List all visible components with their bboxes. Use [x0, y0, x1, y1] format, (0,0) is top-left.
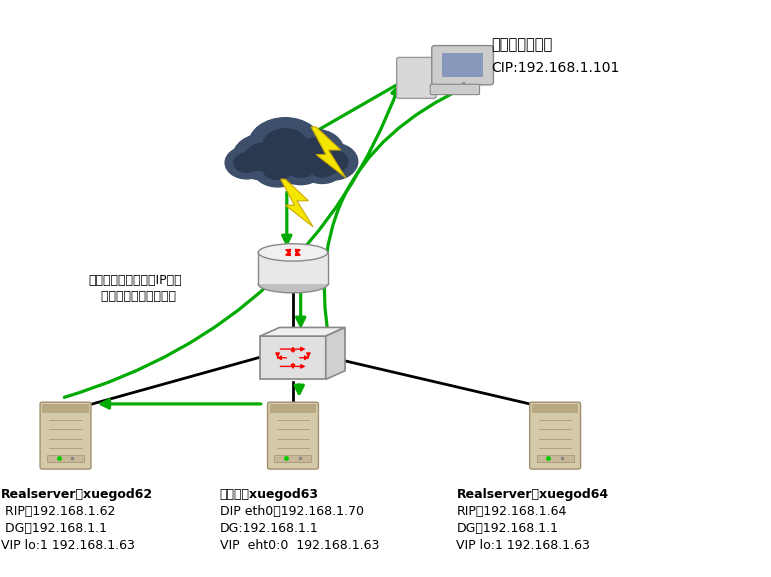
Text: DIP eth0：192.168.1.70: DIP eth0：192.168.1.70 [220, 505, 364, 518]
Text: DG：192.168.1.1: DG：192.168.1.1 [456, 522, 558, 535]
Circle shape [285, 129, 344, 173]
FancyBboxPatch shape [396, 57, 436, 98]
Text: VIP  eht0:0  192.168.1.63: VIP eht0:0 192.168.1.63 [220, 539, 379, 553]
Circle shape [245, 143, 282, 171]
Polygon shape [311, 127, 345, 178]
FancyBboxPatch shape [432, 46, 493, 85]
Text: VIP lo:1 192.168.1.63: VIP lo:1 192.168.1.63 [1, 539, 135, 553]
Bar [261, 336, 326, 380]
Ellipse shape [258, 276, 328, 293]
Circle shape [318, 151, 348, 173]
Bar [270, 404, 316, 413]
Circle shape [234, 153, 260, 173]
Polygon shape [281, 179, 313, 227]
Bar [274, 455, 311, 462]
Text: 客户端：物理机: 客户端：物理机 [491, 37, 552, 52]
Bar [42, 404, 89, 413]
Circle shape [286, 155, 315, 177]
Circle shape [263, 158, 292, 179]
Circle shape [297, 138, 332, 164]
Text: 分发器：xuegod63: 分发器：xuegod63 [220, 488, 318, 501]
Circle shape [253, 150, 302, 187]
Circle shape [276, 148, 325, 185]
Circle shape [308, 143, 358, 180]
FancyBboxPatch shape [40, 402, 91, 469]
Ellipse shape [258, 244, 328, 261]
Text: DG:192.168.1.1: DG:192.168.1.1 [220, 522, 318, 535]
Circle shape [263, 129, 308, 162]
Polygon shape [261, 328, 345, 336]
Bar [442, 54, 483, 77]
Text: RIP：192.168.1.62: RIP：192.168.1.62 [1, 505, 115, 518]
Text: VIP lo:1 192.168.1.63: VIP lo:1 192.168.1.63 [456, 539, 591, 553]
Text: DG：192.168.1.1: DG：192.168.1.1 [1, 522, 106, 535]
Circle shape [301, 151, 344, 183]
Text: 全部服务器都为公网IP地址
  可以和客户端直接通信: 全部服务器都为公网IP地址 可以和客户端直接通信 [88, 275, 182, 302]
Circle shape [225, 147, 268, 179]
FancyBboxPatch shape [430, 84, 480, 95]
Circle shape [309, 158, 335, 177]
Circle shape [233, 134, 295, 180]
Bar [258, 252, 328, 284]
Bar [537, 455, 574, 462]
FancyBboxPatch shape [268, 402, 318, 469]
Circle shape [248, 118, 322, 173]
Text: CIP:192.168.1.101: CIP:192.168.1.101 [491, 61, 620, 74]
Text: Realserver：xuegod64: Realserver：xuegod64 [456, 488, 608, 501]
Bar [532, 404, 578, 413]
Text: RIP：192.168.1.64: RIP：192.168.1.64 [456, 505, 567, 518]
FancyBboxPatch shape [530, 402, 581, 469]
Text: Realserver：xuegod62: Realserver：xuegod62 [1, 488, 153, 501]
Bar [47, 455, 84, 462]
Polygon shape [325, 328, 345, 380]
